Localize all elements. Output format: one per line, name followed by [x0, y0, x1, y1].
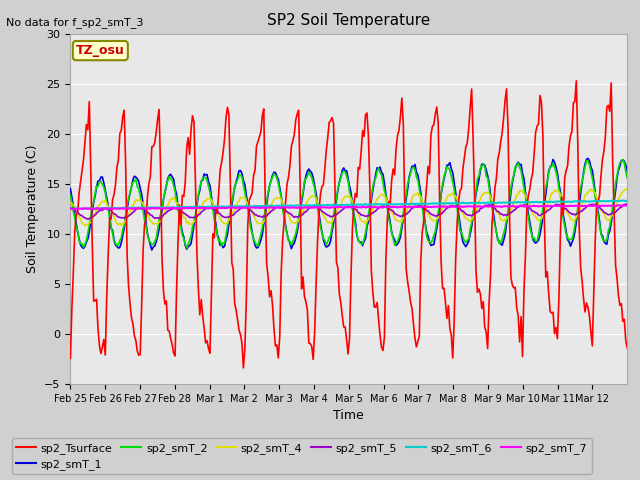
- Text: TZ_osu: TZ_osu: [76, 44, 125, 57]
- Legend: sp2_Tsurface, sp2_smT_1, sp2_smT_2, sp2_smT_4, sp2_smT_5, sp2_smT_6, sp2_smT_7: sp2_Tsurface, sp2_smT_1, sp2_smT_2, sp2_…: [12, 438, 591, 474]
- X-axis label: Time: Time: [333, 409, 364, 422]
- Text: No data for f_sp2_smT_3: No data for f_sp2_smT_3: [6, 17, 144, 28]
- Title: SP2 Soil Temperature: SP2 Soil Temperature: [267, 13, 431, 28]
- Y-axis label: Soil Temperature (C): Soil Temperature (C): [26, 144, 39, 273]
